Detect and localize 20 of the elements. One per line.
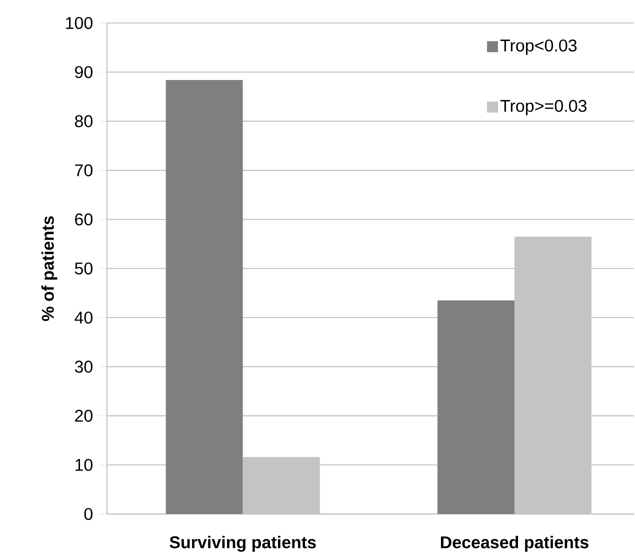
legend-label: Trop<0.03 <box>500 39 577 55</box>
bar <box>166 80 243 514</box>
y-tick-label: 90 <box>75 66 92 78</box>
legend-label: Trop>=0.03 <box>500 100 587 116</box>
bar <box>514 236 592 514</box>
y-tick-label: 20 <box>75 410 92 422</box>
y-tick-label: 70 <box>75 164 92 176</box>
y-tick-label: 80 <box>74 114 92 127</box>
y-tick-label: 0 <box>84 508 92 520</box>
bar <box>437 300 514 514</box>
y-tick-label: 60 <box>75 213 92 226</box>
bar <box>242 456 320 514</box>
x-tick-label: Deceased patients <box>440 536 588 552</box>
y-tick-label: 100 <box>66 16 92 29</box>
x-tick-label: Surviving patients <box>170 536 316 552</box>
y-axis-title: % of patients <box>41 216 58 321</box>
y-tick-label: 30 <box>74 360 92 372</box>
y-tick-label: 10 <box>76 458 92 471</box>
y-tick-label: 40 <box>74 311 92 324</box>
y-tick-label: 50 <box>74 262 92 274</box>
